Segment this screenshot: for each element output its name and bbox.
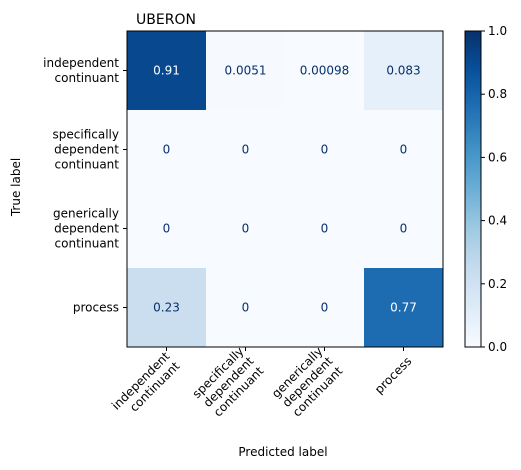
x-axis-label: Predicted label <box>238 445 327 459</box>
heatmap-cell <box>364 31 444 111</box>
x-axis-ticks: independentcontinuant specificallydepende… <box>109 344 415 423</box>
cell-value-label: 0 <box>242 301 250 315</box>
heatmap-cell <box>127 31 207 111</box>
y-tick-label: independent continuant <box>43 56 119 85</box>
cell-value-label: 0 <box>242 222 250 236</box>
heatmap-cell <box>285 268 365 348</box>
heatmap-cell <box>285 110 365 190</box>
heatmap-cell <box>364 268 444 348</box>
cell-value-label: 0 <box>163 143 171 157</box>
y-axis-label: True label <box>9 158 23 217</box>
heatmap-cell <box>206 31 286 111</box>
y-tick-label: generically dependent continuant <box>53 207 119 251</box>
cell-value-label: 0.77 <box>390 301 417 315</box>
heatmap-cell <box>285 189 365 269</box>
plot-frame <box>126 30 444 348</box>
heatmap-cell <box>364 189 444 269</box>
colorbar-tick-label: 1.0 <box>488 24 507 38</box>
cell-value-label: 0 <box>163 222 171 236</box>
heatmap-cell <box>206 268 286 348</box>
heatmap-cell-labels: 0.91 0.0051 0.00098 0.083 0 0 0 0 0 0 0 0 0.23 0 0 0.77 <box>153 64 421 315</box>
y-tick-label: process <box>73 301 119 315</box>
heatmap-cell <box>127 110 207 190</box>
heatmap-cell <box>285 31 365 111</box>
heatmap-cell <box>127 268 207 348</box>
x-tick-label: genericallydependentcontinuant <box>269 344 346 421</box>
cell-value-label: 0.00098 <box>300 64 350 78</box>
cell-value-label: 0 <box>242 143 250 157</box>
chart-title: UBERON <box>136 12 196 28</box>
colorbar-gradient <box>464 30 482 348</box>
colorbar-tick-label: 0.0 <box>488 340 507 354</box>
cell-value-label: 0 <box>321 222 329 236</box>
cell-value-label: 0.083 <box>386 64 420 78</box>
colorbar-tick-label: 0.2 <box>488 277 507 291</box>
x-tick-label: process <box>372 354 415 397</box>
cell-value-label: 0.91 <box>153 64 180 78</box>
heatmap-cell <box>206 189 286 269</box>
heatmap-cell <box>364 110 444 190</box>
cell-value-label: 0 <box>321 143 329 157</box>
cell-value-label: 0 <box>400 143 408 157</box>
heatmap-cells <box>126 30 444 348</box>
y-tick-label: specifically dependent continuant <box>53 128 120 172</box>
cell-value-label: 0 <box>321 301 329 315</box>
cell-value-label: 0 <box>400 222 408 236</box>
x-tick-label: specificallydependentcontinuant <box>190 344 267 421</box>
y-axis-ticks: independent continuant specifically depende… <box>43 56 127 315</box>
colorbar-tick-label: 0.4 <box>488 214 507 228</box>
colorbar-tick-label: 0.6 <box>488 150 507 164</box>
x-tick-label: independentcontinuant <box>109 349 183 423</box>
cell-value-label: 0.0051 <box>225 64 267 78</box>
cell-value-label: 0.23 <box>153 301 180 315</box>
heatmap-cell <box>127 189 207 269</box>
colorbar-tick-label: 0.8 <box>488 87 507 101</box>
colorbar: 0.0 0.2 0.4 0.6 0.8 1.0 <box>464 24 507 354</box>
heatmap-cell <box>206 110 286 190</box>
